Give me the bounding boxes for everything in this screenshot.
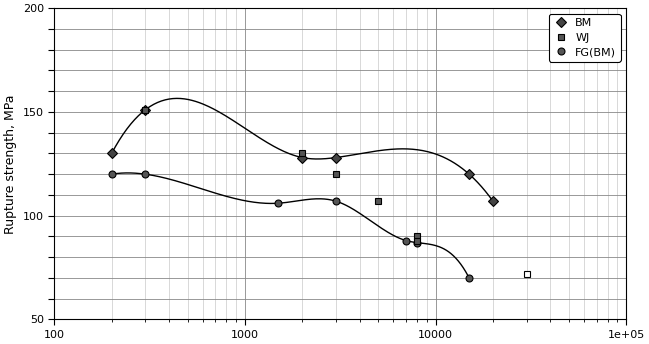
BM [465, 172, 473, 176]
WJ [374, 199, 382, 203]
Line: FG(BM): FG(BM) [108, 171, 472, 281]
FG(BM) [465, 276, 473, 280]
BM [299, 155, 306, 160]
FG(BM) [108, 172, 116, 176]
BM [108, 151, 116, 155]
Legend: BM, WJ, FG(BM): BM, WJ, FG(BM) [548, 14, 620, 62]
BM [141, 108, 149, 112]
BM [332, 155, 340, 160]
WJ [413, 234, 421, 238]
FG(BM) [332, 199, 340, 203]
WJ [299, 151, 306, 155]
WJ [413, 238, 421, 243]
FG(BM) [413, 240, 421, 245]
Y-axis label: Rupture strength, MPa: Rupture strength, MPa [4, 94, 17, 234]
Line: BM: BM [108, 106, 496, 205]
BM [489, 199, 497, 203]
FG(BM) [275, 201, 282, 205]
WJ [332, 172, 340, 176]
FG(BM) [402, 238, 410, 243]
FG(BM) [141, 172, 149, 176]
WJ [141, 108, 149, 112]
Line: WJ: WJ [141, 106, 421, 244]
